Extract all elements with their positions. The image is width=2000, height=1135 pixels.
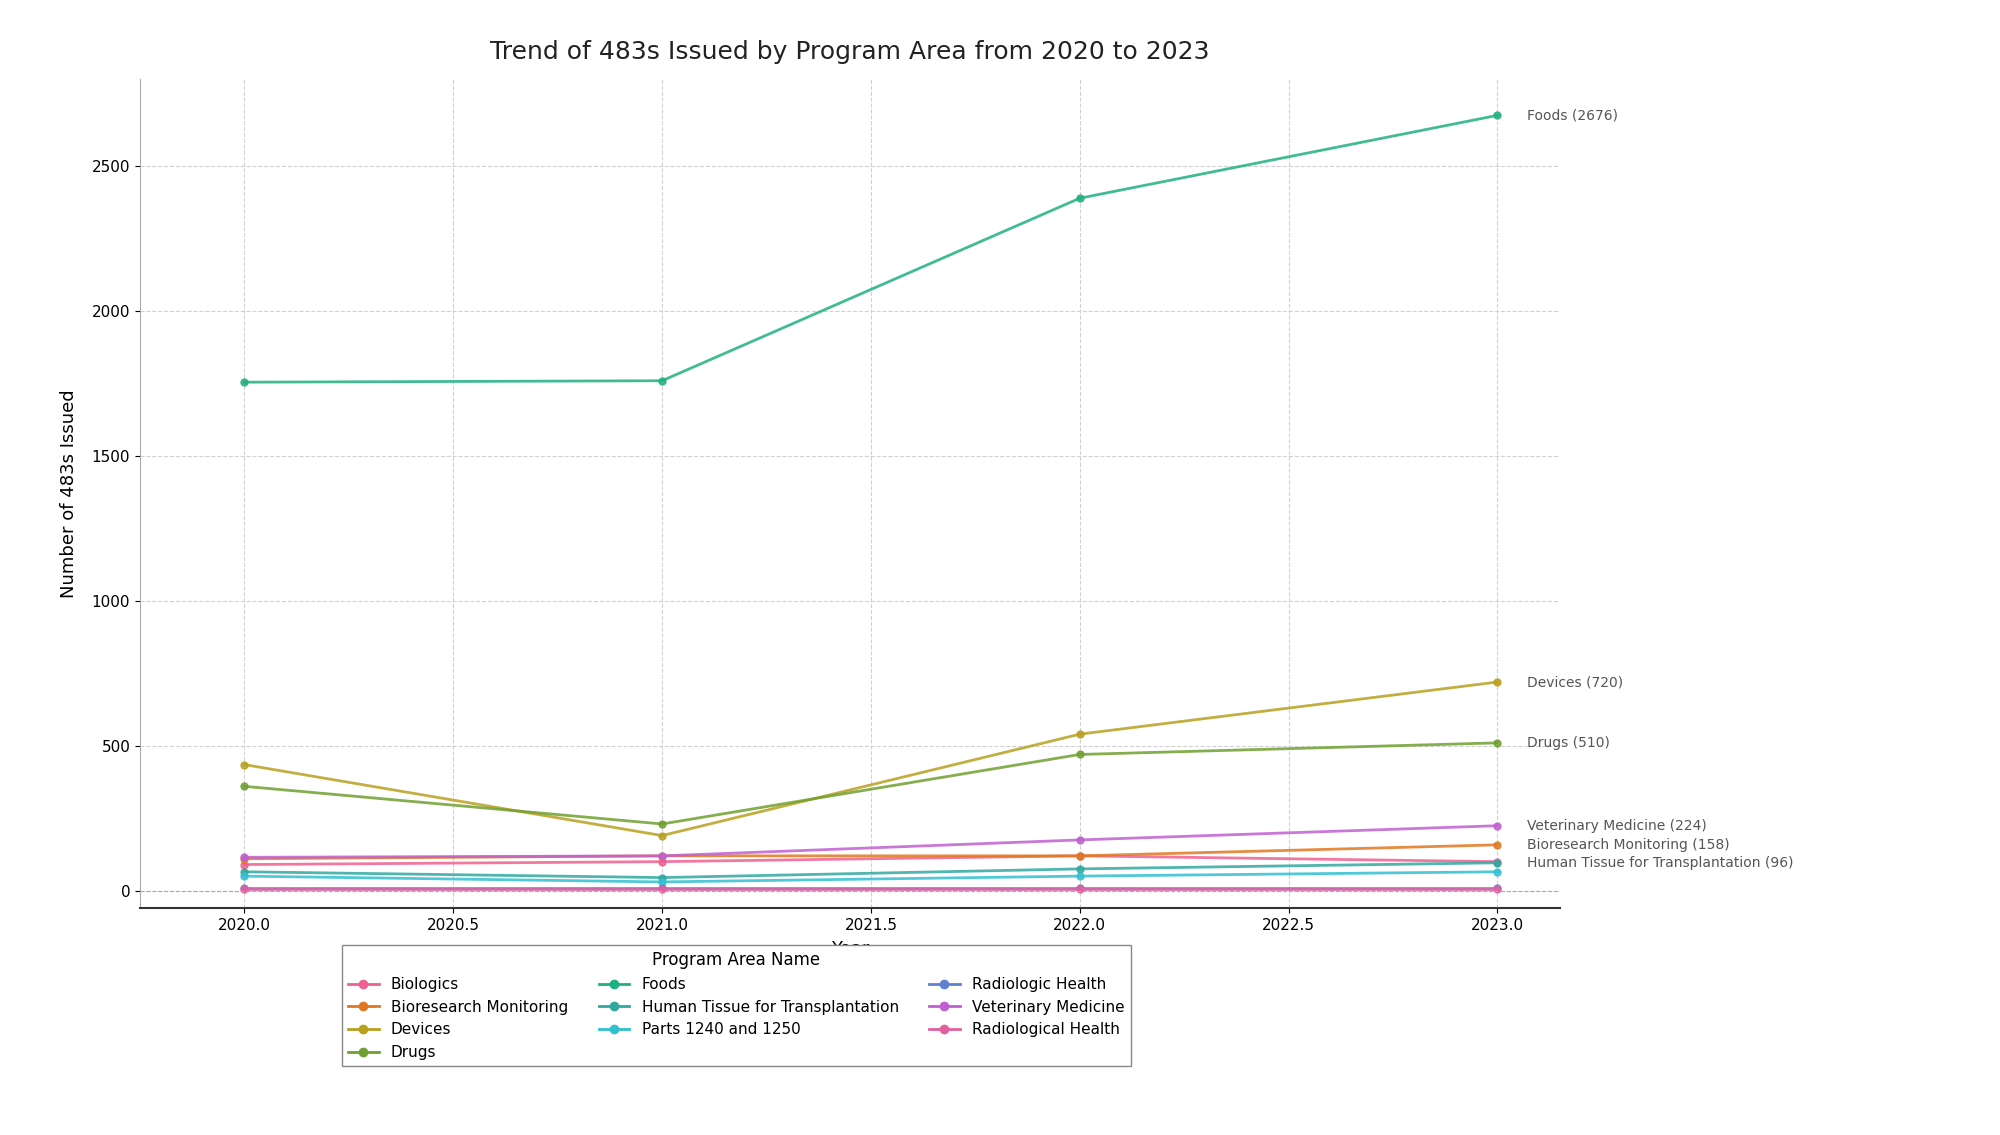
Foods [1068,192,1092,205]
Foods [650,373,674,387]
X-axis label: Year: Year [830,940,870,958]
Radiologic Health [650,881,674,894]
Text: Bioresearch Monitoring (158): Bioresearch Monitoring (158) [1526,838,1730,852]
Devices [650,829,674,842]
Bioresearch Monitoring [1068,849,1092,863]
Devices [1486,675,1510,689]
Text: Drugs (510): Drugs (510) [1526,735,1610,750]
Biologics [232,858,256,872]
Line: Human Tissue for Transplantation: Human Tissue for Transplantation [240,859,1500,881]
Veterinary Medicine [1068,833,1092,847]
Veterinary Medicine [232,850,256,864]
Y-axis label: Number of 483s Issued: Number of 483s Issued [60,389,78,598]
Human Tissue for Transplantation [1068,863,1092,876]
Biologics [1486,855,1510,868]
Veterinary Medicine [650,849,674,863]
Bioresearch Monitoring [650,849,674,863]
Bioresearch Monitoring [232,852,256,866]
Devices [232,758,256,772]
Biologics [1068,849,1092,863]
Parts 1240 and 1250 [650,875,674,889]
Radiologic Health [1068,881,1092,894]
Line: Devices: Devices [240,679,1500,839]
Line: Foods: Foods [240,112,1500,386]
Drugs [1068,748,1092,762]
Veterinary Medicine [1486,819,1510,833]
Human Tissue for Transplantation [1486,856,1510,869]
Line: Veterinary Medicine: Veterinary Medicine [240,822,1500,860]
Parts 1240 and 1250 [1068,869,1092,883]
Line: Radiologic Health: Radiologic Health [240,884,1500,891]
Devices [1068,728,1092,741]
Radiologic Health [1486,881,1510,894]
Drugs [232,780,256,793]
Line: Parts 1240 and 1250: Parts 1240 and 1250 [240,868,1500,885]
Radiological Health [232,882,256,896]
Line: Bioresearch Monitoring: Bioresearch Monitoring [240,841,1500,863]
Parts 1240 and 1250 [232,869,256,883]
Human Tissue for Transplantation [650,871,674,884]
Text: Veterinary Medicine (224): Veterinary Medicine (224) [1526,818,1706,833]
Biologics [650,855,674,868]
Bioresearch Monitoring [1486,838,1510,851]
Foods [1486,109,1510,123]
Radiologic Health [232,881,256,894]
Parts 1240 and 1250 [1486,865,1510,878]
Text: Foods (2676): Foods (2676) [1526,108,1618,123]
Foods [232,376,256,389]
Text: Devices (720): Devices (720) [1526,675,1622,689]
Title: Trend of 483s Issued by Program Area from 2020 to 2023: Trend of 483s Issued by Program Area fro… [490,40,1210,64]
Drugs [650,817,674,831]
Legend: Biologics, Bioresearch Monitoring, Devices, Drugs, Foods, Human Tissue for Trans: Biologics, Bioresearch Monitoring, Devic… [342,945,1130,1066]
Drugs [1486,737,1510,750]
Line: Biologics: Biologics [240,852,1500,868]
Text: Human Tissue for Transplantation (96): Human Tissue for Transplantation (96) [1526,856,1794,869]
Human Tissue for Transplantation [232,865,256,878]
Radiological Health [1068,882,1092,896]
Radiological Health [1486,882,1510,896]
Line: Drugs: Drugs [240,739,1500,827]
Radiological Health [650,882,674,896]
Line: Radiological Health: Radiological Health [240,885,1500,892]
